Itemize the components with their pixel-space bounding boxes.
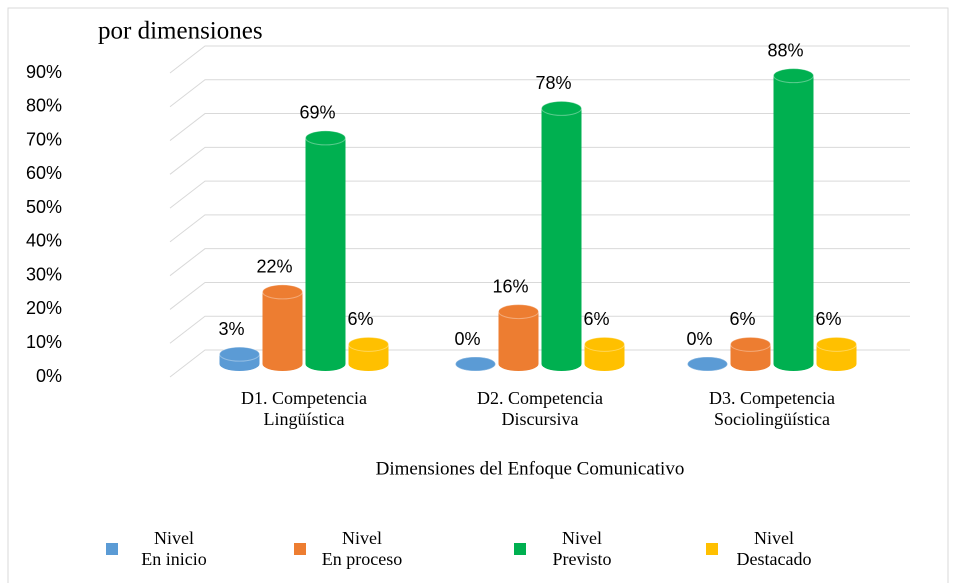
bar-part (348, 336, 389, 352)
y-tick-label: 70% (26, 129, 62, 149)
bar-part (773, 75, 814, 365)
value-label: 0% (686, 329, 712, 349)
value-label: 6% (347, 309, 373, 329)
y-tick-label: 40% (26, 231, 62, 251)
bar-part (262, 291, 303, 364)
bar (455, 356, 496, 372)
legend-label: Nivel Destacado (736, 528, 812, 569)
legend-label: Nivel Previsto (552, 528, 612, 569)
y-tick-label: 60% (26, 163, 62, 183)
bar (262, 284, 303, 371)
bar (348, 336, 389, 371)
bar (730, 336, 771, 371)
legend-marker (706, 543, 718, 555)
grid-line (169, 315, 910, 344)
y-tick-label: 50% (26, 197, 62, 217)
grid-line (169, 281, 910, 310)
bar (541, 100, 582, 371)
bar-part (816, 336, 857, 352)
bar-part (498, 304, 539, 320)
grid-line (169, 214, 910, 243)
y-tick-label: 80% (26, 96, 62, 116)
value-label: 6% (815, 309, 841, 329)
legend-marker (294, 543, 306, 555)
y-tick-label: 90% (26, 62, 62, 82)
x-tick-label: D2. Competencia Discursiva (477, 388, 603, 429)
x-tick-label: D1. Competencia Lingüística (241, 388, 367, 429)
bar-part (219, 346, 260, 362)
value-label: 88% (767, 40, 803, 60)
bar-part (687, 356, 728, 372)
value-label: 6% (729, 309, 755, 329)
bar-part (498, 311, 539, 364)
bar-part (305, 130, 346, 146)
value-label: 78% (535, 73, 571, 93)
bar-part (730, 336, 771, 352)
value-label: 3% (218, 319, 244, 339)
value-label: 0% (454, 329, 480, 349)
y-tick-label: 0% (36, 366, 62, 386)
grid-line (169, 349, 910, 378)
x-tick-label: D3. Competencia Sociolingüística (709, 388, 835, 429)
bar-part (541, 108, 582, 364)
legend-label: Nivel En proceso (321, 528, 403, 569)
legend-label: Nivel En inicio (141, 528, 207, 569)
bar (305, 130, 346, 371)
bar-part (305, 137, 346, 364)
legend-marker (106, 543, 118, 555)
grid-line (169, 180, 910, 209)
bar (219, 346, 260, 371)
y-tick-label: 20% (26, 298, 62, 318)
bar-part (773, 68, 814, 84)
bar-part (584, 336, 625, 352)
bar-part (262, 284, 303, 300)
bar (816, 336, 857, 371)
y-tick-label: 30% (26, 264, 62, 284)
bar-part (455, 356, 496, 372)
x-axis-title: Dimensiones del Enfoque Comunicativo (376, 458, 685, 479)
value-label: 16% (492, 276, 528, 296)
chart-title: por dimensiones (98, 18, 263, 45)
y-tick-label: 10% (26, 332, 62, 352)
bar-part (541, 100, 582, 116)
bar (498, 304, 539, 371)
chart-border (7, 7, 949, 583)
bar (687, 356, 728, 372)
value-label: 69% (299, 103, 335, 123)
grid-line (169, 248, 910, 277)
grid-line (169, 79, 910, 108)
grid-line (169, 146, 910, 175)
grid-line (169, 113, 910, 141)
value-label: 6% (583, 309, 609, 329)
value-label: 22% (256, 257, 292, 277)
grid-line (169, 45, 910, 74)
legend-marker (514, 543, 526, 555)
bar (773, 68, 814, 371)
bar (584, 336, 625, 371)
